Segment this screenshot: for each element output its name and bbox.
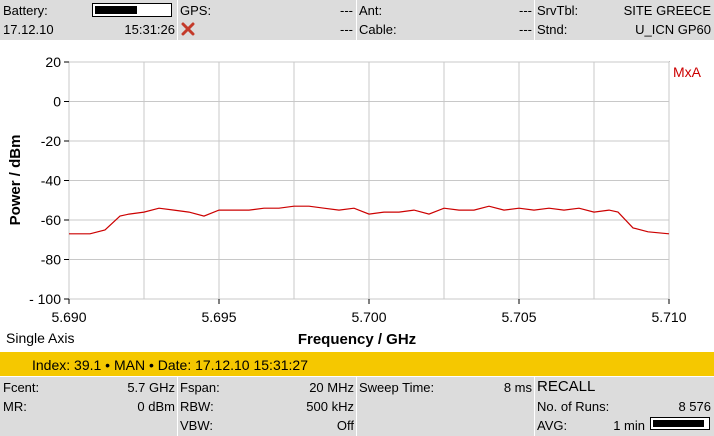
- vbw-label: VBW:: [180, 418, 213, 433]
- sweep-time-value: 8 ms: [503, 380, 532, 395]
- header-gps-panel: [178, 0, 356, 40]
- avg-label: AVG:: [537, 418, 568, 433]
- gps-secondary-value: ---: [340, 22, 353, 37]
- recall-title: RECALL: [537, 378, 596, 395]
- battery-fill: [95, 6, 137, 14]
- gps-label: GPS:: [180, 3, 212, 18]
- y-tick-label: -20: [41, 133, 61, 149]
- vbw-value: Off: [336, 418, 354, 433]
- x-tick-label: 5.690: [51, 309, 86, 325]
- avg-progress-bar: [650, 417, 710, 430]
- srvtbl-label: SrvTbl:: [537, 3, 579, 18]
- rbw-label: RBW:: [180, 399, 214, 414]
- x-axis-label: Frequency / GHz: [298, 331, 416, 348]
- gps-value: ---: [340, 3, 353, 18]
- status-bar: Index: 39.1 • MAN • Date: 17.12.10 15:31…: [0, 352, 714, 376]
- y-tick-label: 0: [53, 94, 61, 110]
- x-tick-labels: 5.690 5.695 5.700 5.705 5.710: [51, 299, 687, 325]
- param-sweep-panel: [357, 377, 534, 436]
- spectrum-chart: 20 0 -20 -40 -60 -80 - 100 5.690 5.695 5.700 5.70…: [6, 54, 702, 348]
- x-tick-label: 5.695: [201, 309, 236, 325]
- param-fcent-panel: [0, 377, 177, 436]
- x-tick-label: 5.705: [501, 309, 536, 325]
- cable-label: Cable:: [359, 22, 397, 37]
- y-tick-label: - 100: [29, 291, 61, 307]
- header-srv-panel: [535, 0, 714, 40]
- fcent-value: 5.7 GHz: [127, 380, 175, 395]
- mr-label: MR:: [3, 399, 27, 414]
- avg-value: 1 min: [613, 418, 645, 433]
- time-value: 15:31:26: [124, 22, 175, 37]
- status-text: Index: 39.1 • MAN • Date: 17.12.10 15:31…: [32, 357, 308, 373]
- chart-grid: [68, 61, 670, 300]
- y-tick-label: -80: [41, 252, 61, 268]
- trace-line: [69, 205, 670, 235]
- fspan-value: 20 MHz: [309, 380, 354, 395]
- header-ant-panel: [357, 0, 534, 40]
- battery-label: Battery:: [3, 3, 48, 18]
- y-axis-label: Power / dBm: [7, 135, 24, 226]
- y-tick-labels: 20 0 -20 -40 -60 -80 - 100: [29, 54, 69, 307]
- x-tick-label: 5.700: [351, 309, 386, 325]
- date-value: 17.12.10: [3, 22, 54, 37]
- stnd-value: U_ICN GP60: [635, 22, 711, 37]
- trace-label: MxA: [673, 64, 702, 80]
- y-tick-label: -60: [41, 212, 61, 228]
- ant-value: ---: [519, 3, 532, 18]
- rbw-value: 500 kHz: [306, 399, 354, 414]
- ant-label: Ant:: [359, 3, 383, 18]
- runs-value: 8 576: [678, 399, 711, 414]
- fcent-label: Fcent:: [3, 380, 40, 395]
- error-x-icon: [181, 22, 195, 36]
- y-tick-label: 20: [45, 54, 61, 70]
- sweep-time-label: Sweep Time:: [359, 380, 435, 395]
- y-tick-label: -40: [41, 173, 61, 189]
- stnd-label: Stnd:: [537, 22, 568, 37]
- param-fspan-panel: [178, 377, 356, 436]
- srvtbl-value: SITE GREECE: [623, 3, 711, 18]
- cable-value: ---: [519, 22, 532, 37]
- battery-indicator: [92, 3, 172, 17]
- x-tick-label: 5.710: [651, 309, 686, 325]
- runs-label: No. of Runs:: [537, 399, 610, 414]
- fspan-label: Fspan:: [180, 380, 220, 395]
- mr-value: 0 dBm: [137, 399, 175, 414]
- avg-progress-fill: [653, 420, 705, 427]
- single-axis-label: Single Axis: [6, 330, 74, 346]
